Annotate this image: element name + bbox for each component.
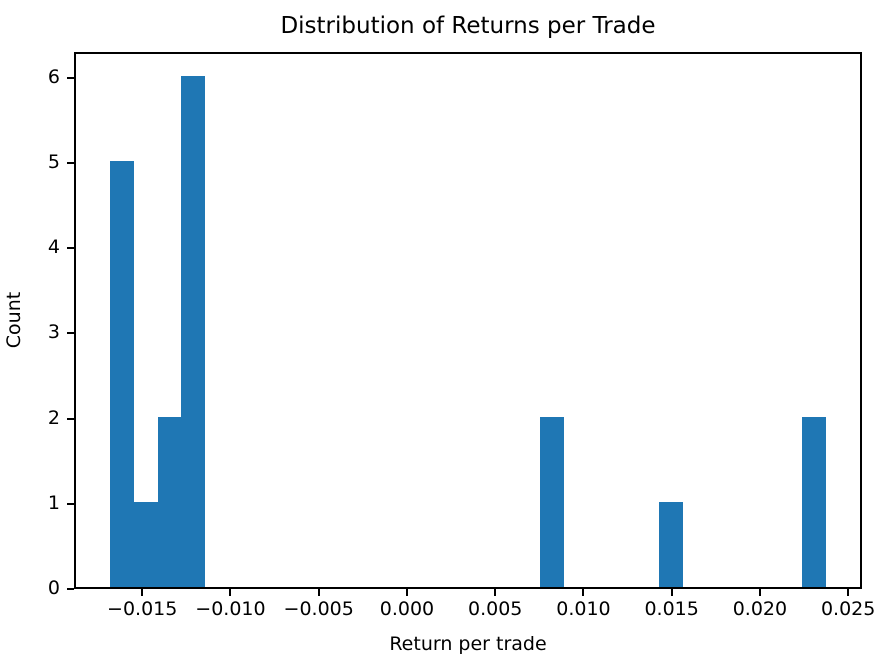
y-tick-label: 2	[47, 406, 60, 429]
y-tick-mark	[67, 502, 74, 505]
y-axis-label-text: Count	[3, 291, 25, 349]
x-tick-mark	[670, 589, 673, 596]
histogram-bar	[109, 160, 134, 587]
histogram-bars-layer	[76, 54, 860, 587]
y-tick-label: 1	[47, 491, 60, 514]
x-tick-label: 0.015	[644, 598, 699, 620]
x-tick-mark	[317, 589, 320, 596]
x-tick-label: 0.025	[820, 598, 876, 620]
plot-area	[74, 52, 862, 589]
y-tick-label: 3	[47, 321, 60, 344]
histogram-bar	[802, 416, 827, 587]
x-tick-label: 0.000	[379, 598, 435, 620]
histogram-bar	[157, 416, 182, 587]
x-axis-label: Return per trade	[389, 633, 547, 655]
x-tick-mark	[758, 589, 761, 596]
x-tick-mark	[141, 589, 144, 596]
x-tick-mark	[229, 589, 232, 596]
x-tick-label: 0.005	[467, 598, 523, 620]
x-tick-mark	[847, 589, 850, 596]
x-tick-label: −0.010	[195, 598, 266, 620]
histogram-bar	[181, 75, 206, 587]
histogram-bar	[539, 416, 564, 587]
y-tick-mark	[67, 247, 74, 250]
x-tick-mark	[582, 589, 585, 596]
y-tick-label: 6	[47, 65, 60, 88]
x-tick-mark	[494, 589, 497, 596]
histogram-bar	[659, 501, 683, 587]
y-tick-label: 5	[47, 150, 60, 173]
y-tick-mark	[67, 332, 74, 335]
y-tick-mark	[67, 588, 74, 590]
y-tick-mark	[67, 76, 74, 79]
histogram-bar	[133, 501, 158, 587]
y-tick-label: 4	[47, 236, 60, 259]
x-tick-label: −0.005	[283, 598, 354, 620]
y-tick-label: 0	[47, 577, 60, 599]
x-tick-label: −0.015	[107, 598, 178, 620]
chart-title: Distribution of Returns per Trade	[280, 13, 656, 39]
y-tick-mark	[67, 417, 74, 420]
y-tick-mark	[67, 161, 74, 164]
x-tick-label: 0.020	[732, 598, 788, 620]
x-tick-label: 0.010	[556, 598, 611, 620]
x-tick-mark	[405, 589, 408, 596]
